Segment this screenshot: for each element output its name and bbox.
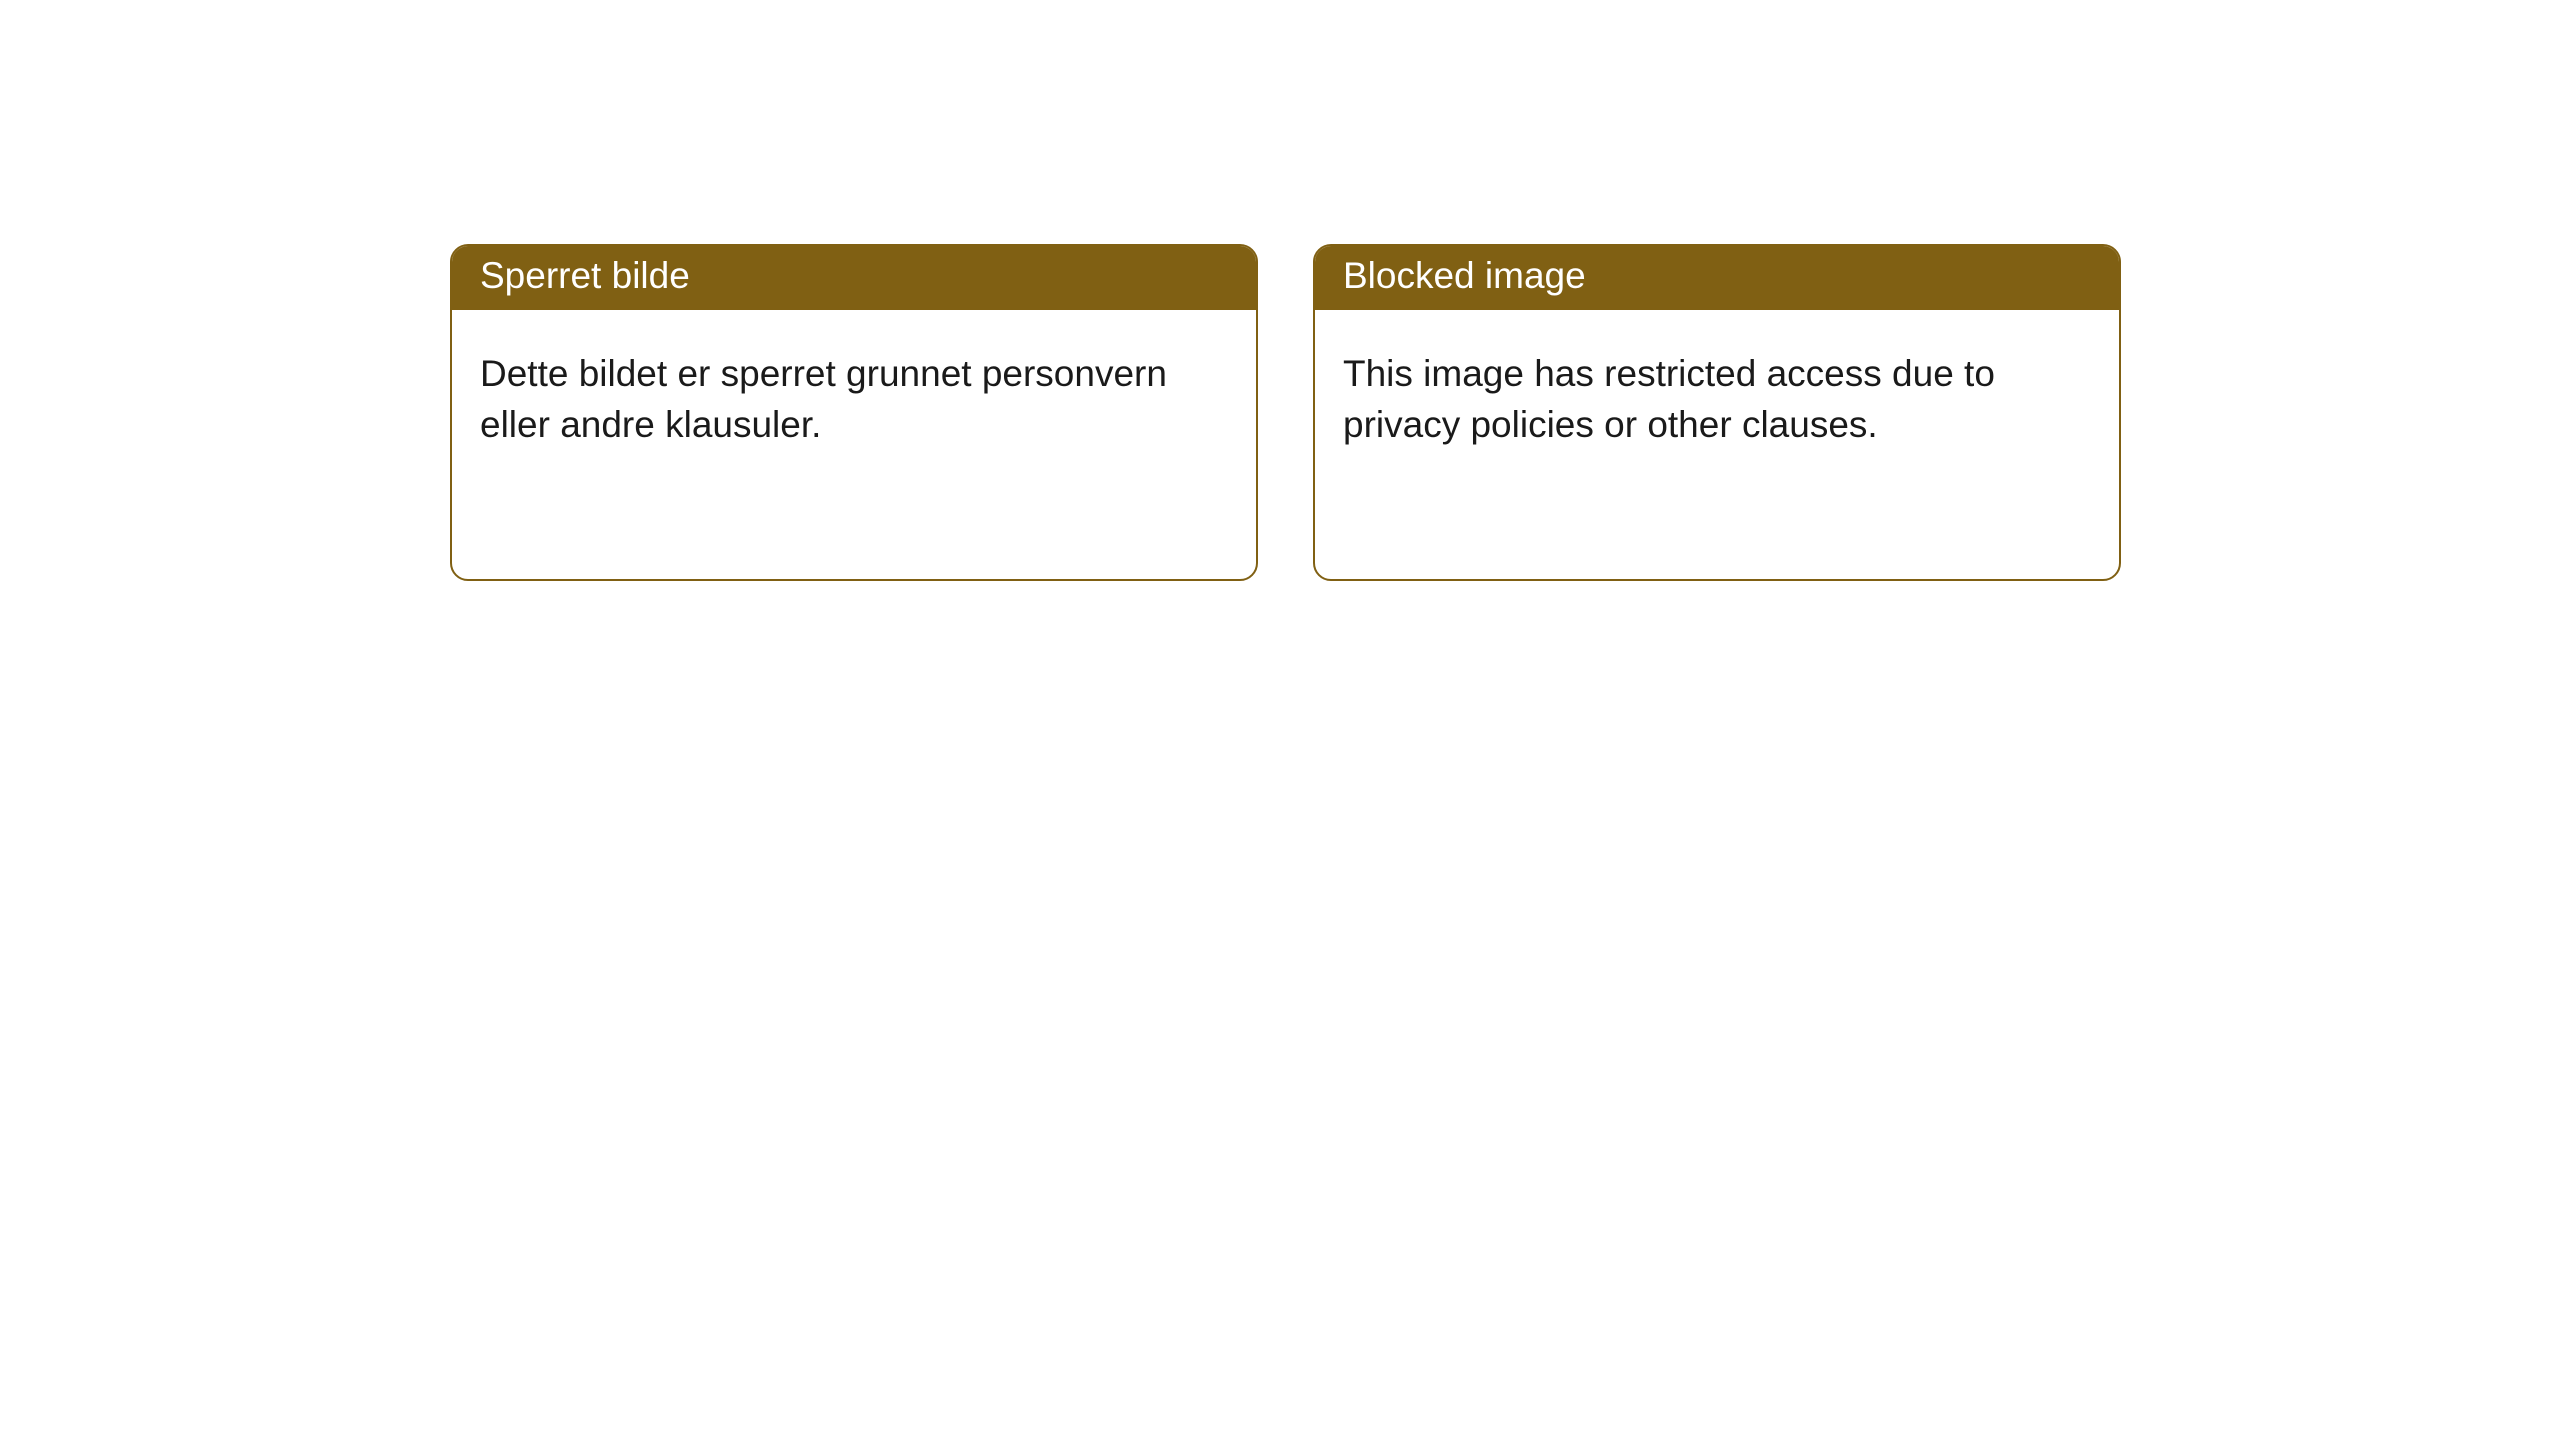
blocked-image-notices: Sperret bilde Dette bildet er sperret gr… [450, 244, 2121, 581]
notice-card-english: Blocked image This image has restricted … [1313, 244, 2121, 581]
notice-body-norwegian: Dette bildet er sperret grunnet personve… [452, 310, 1256, 579]
notice-title-english: Blocked image [1315, 246, 2119, 310]
notice-card-norwegian: Sperret bilde Dette bildet er sperret gr… [450, 244, 1258, 581]
notice-body-english: This image has restricted access due to … [1315, 310, 2119, 579]
notice-title-norwegian: Sperret bilde [452, 246, 1256, 310]
